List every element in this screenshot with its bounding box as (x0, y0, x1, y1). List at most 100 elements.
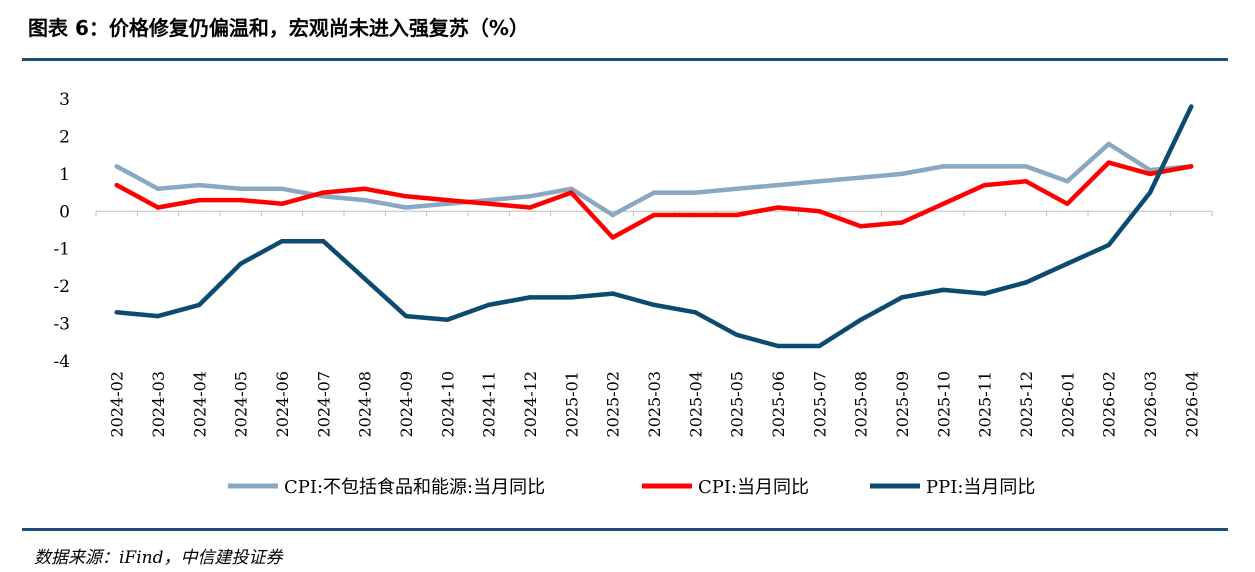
data-point (569, 190, 574, 195)
data-point (155, 205, 161, 210)
data-point (569, 186, 574, 192)
y-tick-label: 2 (59, 127, 70, 147)
legend-label: CPI:当月同比 (698, 477, 809, 498)
x-tick-label: 2026-01 (1058, 371, 1077, 437)
data-point (734, 186, 739, 192)
data-point (941, 287, 946, 293)
x-tick-label: 2025-09 (893, 371, 912, 437)
x-tick-label: 2024-10 (438, 371, 457, 437)
x-tick-label: 2024-12 (521, 371, 540, 437)
source-note: 数据来源：iFind，中信建投证券 (34, 548, 283, 568)
data-point (899, 220, 905, 225)
data-point (1023, 179, 1029, 184)
legend-item: PPI:当月同比 (870, 477, 1035, 498)
x-tick-label: 2025-12 (1017, 371, 1036, 437)
x-tick-label: 2025-05 (728, 371, 747, 437)
x-tick-label: 2024-03 (149, 371, 168, 437)
data-point (527, 194, 533, 199)
data-point (1023, 280, 1029, 285)
data-point (445, 197, 450, 203)
data-point (238, 261, 243, 266)
x-tick-label: 2024-07 (314, 371, 333, 437)
data-point (1147, 167, 1153, 173)
data-point (114, 310, 119, 315)
data-point (693, 190, 698, 195)
x-tick-label: 2025-07 (810, 371, 829, 437)
data-point (775, 343, 781, 349)
data-point (238, 197, 243, 203)
data-point (817, 343, 822, 349)
data-point (693, 310, 698, 315)
data-point (899, 171, 905, 177)
data-point (1023, 164, 1029, 169)
legend: CPI:不包括食品和能源:当月同比 CPI:当月同比 PPI:当月同比 (228, 477, 1035, 498)
data-point (279, 201, 285, 206)
data-point (610, 235, 615, 240)
x-tick-label: 2025-01 (562, 371, 581, 437)
data-point (1189, 104, 1194, 109)
data-point (1106, 160, 1111, 165)
data-point (817, 179, 822, 184)
x-tick-label: 2025-04 (686, 371, 705, 437)
data-point (527, 295, 533, 300)
y-tick-label: -4 (53, 352, 70, 372)
data-point (114, 164, 119, 169)
x-tick-label: 2024-02 (108, 371, 127, 437)
data-point (1106, 141, 1111, 147)
data-point (197, 197, 202, 203)
data-point (1065, 261, 1070, 266)
bottom-rule (22, 528, 1228, 531)
data-point (982, 182, 987, 188)
data-point (238, 186, 243, 192)
data-point (651, 302, 657, 308)
data-point (858, 175, 863, 180)
data-point (734, 212, 739, 218)
data-point (941, 164, 946, 169)
data-point (403, 313, 409, 319)
data-point (610, 291, 615, 296)
x-tick-label: 2024-11 (480, 371, 499, 437)
y-tick-label: -2 (53, 277, 70, 297)
x-tick-label: 2025-02 (604, 371, 623, 437)
data-point (486, 201, 491, 206)
data-point (651, 212, 657, 218)
x-tick-label: 2026-04 (1182, 371, 1201, 437)
data-point (321, 190, 326, 195)
series-2 (114, 160, 1194, 240)
data-point (486, 197, 491, 203)
data-point (610, 212, 615, 218)
y-axis: 3 2 1 0 -1 -2 -3 -4 (53, 90, 70, 372)
legend-item: CPI:不包括食品和能源:当月同比 (228, 477, 545, 498)
top-rule (22, 58, 1228, 61)
data-point (321, 239, 326, 244)
x-tick-label: 2025-11 (976, 371, 995, 437)
data-point (693, 212, 698, 218)
legend-label: CPI:不包括食品和能源:当月同比 (284, 477, 545, 498)
legend-label: PPI:当月同比 (926, 477, 1035, 498)
data-point (1106, 242, 1111, 248)
data-point (817, 209, 822, 214)
data-point (527, 205, 533, 210)
y-tick-label: -1 (53, 240, 70, 260)
data-point (362, 197, 367, 203)
data-point (941, 201, 946, 206)
legend-item: CPI:当月同比 (642, 477, 809, 498)
data-point (858, 317, 863, 323)
data-point (403, 205, 409, 210)
data-point (445, 317, 450, 323)
y-tick-label: 1 (59, 165, 70, 185)
x-tick-label: 2025-03 (645, 371, 664, 437)
data-point (155, 186, 161, 192)
data-point (775, 182, 781, 188)
x-tick-label: 2024-06 (273, 371, 292, 437)
data-point (1065, 179, 1070, 184)
data-point (1189, 164, 1194, 169)
data-point (899, 295, 905, 300)
series-layer (114, 104, 1194, 349)
data-point (197, 302, 202, 308)
x-tick-label: 2024-08 (356, 371, 375, 437)
x-tick-label: 2025-08 (852, 371, 871, 437)
x-tick-label: 2025-06 (769, 371, 788, 437)
series-1 (114, 141, 1194, 218)
data-point (155, 313, 161, 319)
